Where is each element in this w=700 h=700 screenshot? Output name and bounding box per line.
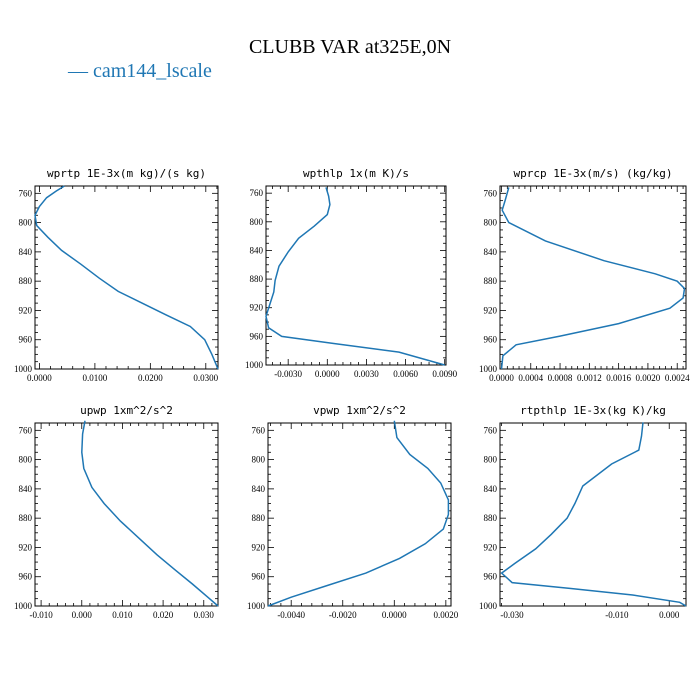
y-tick-label: 800 bbox=[484, 218, 498, 228]
chart-panel-4: upwp 1xm^2/s^2 760 800 840 880 920 960 1000-0.0… bbox=[14, 404, 219, 620]
y-tick-label: 760 bbox=[250, 188, 264, 198]
y-tick-label: 800 bbox=[19, 455, 33, 465]
plot-frame bbox=[499, 185, 687, 370]
y-tick-label: 960 bbox=[252, 572, 266, 582]
y-tick-label: 1000 bbox=[245, 360, 264, 370]
x-tick-label: 0.0020 bbox=[636, 373, 661, 383]
x-tick-label: -0.0040 bbox=[277, 610, 305, 620]
chart-panel-5: vpwp 1xm^2/s^2 760 800 840 880 920 960 1000 -0.0… bbox=[247, 404, 459, 620]
series-line bbox=[500, 187, 686, 370]
x-tick-label: -0.010 bbox=[605, 610, 629, 620]
x-tick-label: 0.0008 bbox=[548, 373, 573, 383]
y-tick-label: 1000 bbox=[479, 601, 498, 611]
x-tick-label: 0.0012 bbox=[577, 373, 602, 383]
x-tick-label: 0.0020 bbox=[433, 610, 458, 620]
y-tick-label: 960 bbox=[484, 572, 498, 582]
y-tick-label: 800 bbox=[484, 455, 498, 465]
x-tick-label: 0.0090 bbox=[432, 369, 457, 379]
y-tick-label: 880 bbox=[484, 513, 498, 523]
chart-panel-3: wprcp 1E-3x(m/s) (kg/kg) 760 800 840 880 920 9… bbox=[479, 167, 690, 383]
y-tick-label: 880 bbox=[484, 276, 498, 286]
y-tick-label: 760 bbox=[19, 188, 33, 198]
x-tick-label: 0.0300 bbox=[193, 373, 218, 383]
y-tick-label: 920 bbox=[19, 305, 33, 315]
y-tick-label: 840 bbox=[484, 484, 498, 494]
x-tick-label: -0.010 bbox=[29, 610, 53, 620]
x-tick-label: 0.0024 bbox=[665, 373, 690, 383]
chart-main-title: CLUBB VAR at325E,0N bbox=[248, 36, 452, 58]
y-tick-label: 760 bbox=[484, 425, 498, 435]
panel-title: wprtp 1E-3x(m kg)/(s kg) bbox=[47, 167, 206, 180]
series-line bbox=[81, 420, 219, 607]
plot-frame bbox=[34, 422, 219, 607]
panel-title: rtpthlp 1E-3x(kg K)/kg bbox=[520, 404, 666, 417]
x-tick-label: 0.0004 bbox=[518, 373, 543, 383]
x-tick-label: 0.0100 bbox=[83, 373, 108, 383]
y-tick-label: 760 bbox=[19, 425, 33, 435]
x-tick-label: 0.010 bbox=[112, 610, 133, 620]
y-tick-label: 880 bbox=[250, 274, 264, 284]
y-tick-label: 760 bbox=[484, 188, 498, 198]
y-tick-label: 840 bbox=[484, 247, 498, 257]
plot-frame bbox=[267, 422, 452, 607]
panel-title: wpthlp 1x(m K)/s bbox=[303, 167, 409, 180]
x-tick-label: -0.0030 bbox=[274, 369, 302, 379]
legend-line-marker: — bbox=[68, 60, 88, 82]
y-tick-label: 960 bbox=[250, 331, 264, 341]
y-tick-label: 1000 bbox=[14, 364, 33, 374]
x-tick-label: 0.0000 bbox=[382, 610, 407, 620]
series-line bbox=[265, 187, 445, 366]
y-tick-label: 760 bbox=[252, 425, 266, 435]
x-tick-label: 0.0030 bbox=[354, 369, 379, 379]
y-tick-label: 920 bbox=[484, 305, 498, 315]
plot-frame bbox=[265, 185, 447, 366]
x-tick-label: -0.0020 bbox=[329, 610, 357, 620]
x-tick-label: 0.000 bbox=[659, 610, 680, 620]
x-tick-label: -0.030 bbox=[500, 610, 524, 620]
y-tick-label: 960 bbox=[19, 335, 33, 345]
x-tick-label: 0.030 bbox=[194, 610, 215, 620]
y-tick-label: 960 bbox=[484, 335, 498, 345]
y-tick-label: 840 bbox=[19, 484, 33, 494]
y-tick-label: 1000 bbox=[14, 601, 33, 611]
series-line bbox=[500, 422, 687, 607]
x-tick-label: 0.0000 bbox=[315, 369, 340, 379]
y-tick-label: 800 bbox=[19, 218, 33, 228]
series-line bbox=[34, 185, 219, 370]
y-tick-label: 920 bbox=[250, 303, 264, 313]
x-tick-label: 0.0000 bbox=[27, 373, 52, 383]
y-tick-label: 800 bbox=[252, 455, 266, 465]
y-tick-label: 840 bbox=[252, 484, 266, 494]
y-tick-label: 840 bbox=[19, 247, 33, 257]
x-tick-label: 0.0016 bbox=[606, 373, 631, 383]
y-tick-label: 880 bbox=[19, 276, 33, 286]
plot-frame bbox=[499, 422, 687, 607]
chart-panel-2: wpthlp 1x(m K)/s 760 800 840 880 920 960 1000 -0… bbox=[245, 167, 458, 379]
x-tick-label: 0.000 bbox=[72, 610, 93, 620]
y-tick-label: 800 bbox=[250, 217, 264, 227]
y-tick-label: 880 bbox=[252, 513, 266, 523]
chart-panel-1: wprtp 1E-3x(m kg)/(s kg) 760 800 840 880 920 9… bbox=[14, 167, 219, 383]
y-tick-label: 920 bbox=[484, 542, 498, 552]
panel-title: wprcp 1E-3x(m/s) (kg/kg) bbox=[514, 167, 673, 180]
panel-title: vpwp 1xm^2/s^2 bbox=[313, 404, 406, 417]
panel-title: upwp 1xm^2/s^2 bbox=[80, 404, 173, 417]
y-tick-label: 1000 bbox=[479, 364, 498, 374]
y-tick-label: 840 bbox=[250, 245, 264, 255]
y-tick-label: 1000 bbox=[247, 601, 266, 611]
legend: — cam144_lscale bbox=[68, 60, 212, 83]
series-line bbox=[267, 420, 450, 607]
x-tick-label: 0.0200 bbox=[138, 373, 163, 383]
x-tick-label: 0.020 bbox=[153, 610, 174, 620]
plot-frame bbox=[34, 185, 219, 370]
x-tick-label: 0.0000 bbox=[489, 373, 514, 383]
y-tick-label: 920 bbox=[252, 542, 266, 552]
chart-panel-6: rtpthlp 1E-3x(kg K)/kg 760 800 840 880 920 960… bbox=[479, 404, 687, 620]
x-tick-label: 0.0060 bbox=[393, 369, 418, 379]
y-tick-label: 960 bbox=[19, 572, 33, 582]
y-tick-label: 880 bbox=[19, 513, 33, 523]
y-tick-label: 920 bbox=[19, 542, 33, 552]
legend-label: cam144_lscale bbox=[93, 60, 212, 82]
